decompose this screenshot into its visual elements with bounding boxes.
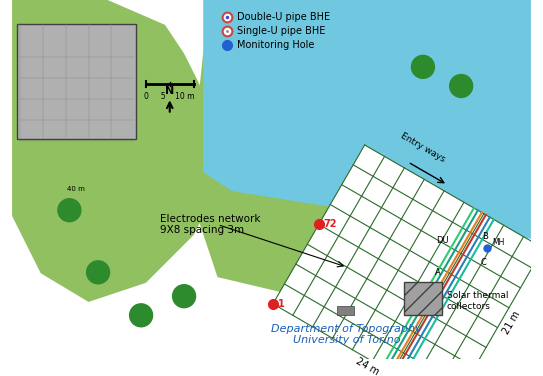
Circle shape xyxy=(412,55,434,78)
Bar xyxy=(17,24,136,138)
Text: A: A xyxy=(435,268,440,277)
Polygon shape xyxy=(12,0,222,302)
Text: C: C xyxy=(481,258,487,267)
Text: Single-U pipe BHE: Single-U pipe BHE xyxy=(237,26,325,36)
Text: N: N xyxy=(165,86,174,96)
Polygon shape xyxy=(189,29,500,339)
Bar xyxy=(428,27,446,39)
Bar xyxy=(337,306,354,315)
Circle shape xyxy=(450,74,472,97)
Bar xyxy=(478,208,497,224)
Text: Solar thermal
collectors: Solar thermal collectors xyxy=(447,291,508,311)
Polygon shape xyxy=(203,0,531,239)
Text: B: B xyxy=(482,232,488,241)
Text: Entry ways: Entry ways xyxy=(399,131,447,164)
Circle shape xyxy=(58,199,81,222)
Circle shape xyxy=(173,285,195,308)
Text: 40 m: 40 m xyxy=(67,186,85,192)
Text: 1: 1 xyxy=(277,299,285,309)
Circle shape xyxy=(87,261,110,284)
Text: 0     5    10 m: 0 5 10 m xyxy=(144,92,195,101)
Circle shape xyxy=(130,304,153,327)
Polygon shape xyxy=(273,145,543,376)
Text: Monitoring Hole: Monitoring Hole xyxy=(237,40,314,50)
Text: Department of Topography
University of Torino: Department of Topography University of T… xyxy=(271,324,422,345)
Text: MH: MH xyxy=(492,238,504,247)
Text: Double-U pipe BHE: Double-U pipe BHE xyxy=(237,12,330,22)
Text: 72: 72 xyxy=(324,220,337,229)
Text: Electrodes network
9X8 spacing 3m: Electrodes network 9X8 spacing 3m xyxy=(160,214,261,235)
Text: 21 m: 21 m xyxy=(501,309,522,336)
Text: 24 m: 24 m xyxy=(353,356,381,376)
Bar xyxy=(412,39,434,56)
Bar xyxy=(386,367,406,376)
FancyBboxPatch shape xyxy=(404,282,442,315)
Bar xyxy=(436,54,458,70)
Text: DU: DU xyxy=(437,236,449,245)
